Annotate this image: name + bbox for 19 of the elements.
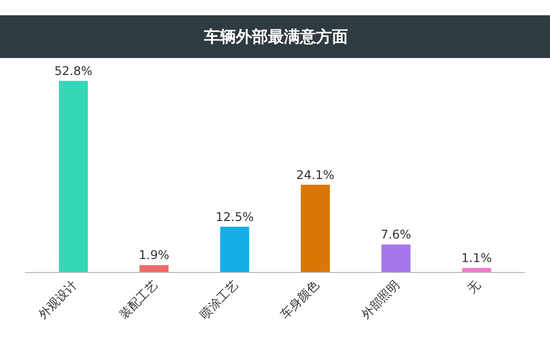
data-label: 52.8% bbox=[54, 64, 92, 78]
x-tick-label: 无 bbox=[464, 278, 483, 296]
x-tick-label: 装配工艺 bbox=[116, 278, 160, 322]
data-label: 1.9% bbox=[138, 248, 170, 262]
x-tick-label: 外部照明 bbox=[358, 278, 402, 322]
bar bbox=[300, 184, 330, 272]
x-tick-label: 车身颜色 bbox=[278, 278, 322, 322]
bar bbox=[381, 244, 410, 272]
x-tick-label: 喷涂工艺 bbox=[197, 278, 242, 322]
data-label: 12.5% bbox=[216, 210, 254, 224]
bar bbox=[220, 226, 250, 272]
chart-title: 车辆外部最满意方面 bbox=[203, 27, 348, 46]
bar bbox=[462, 268, 492, 272]
data-label: 1.1% bbox=[461, 251, 492, 266]
data-label: 7.6% bbox=[380, 228, 412, 242]
x-tick-label: 外观设计 bbox=[36, 278, 80, 322]
bar bbox=[140, 265, 169, 272]
bar bbox=[58, 80, 88, 272]
data-label: 24.1% bbox=[296, 168, 334, 182]
